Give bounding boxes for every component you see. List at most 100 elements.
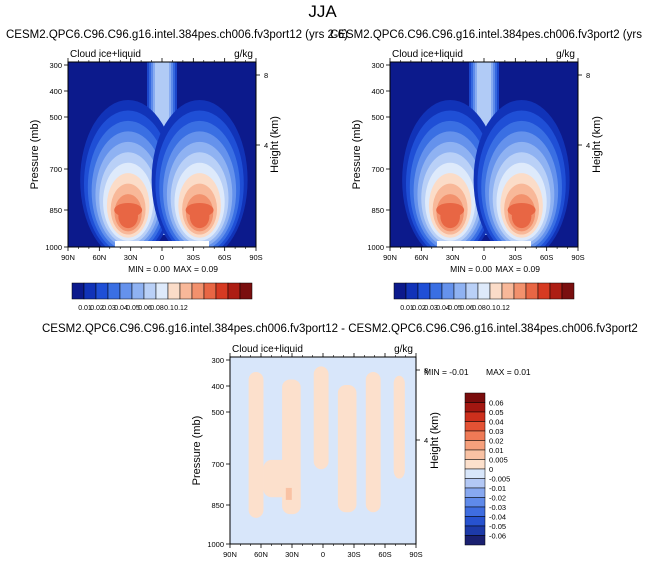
right-x-tick-label: 60N <box>414 253 428 262</box>
diff-colorbar-label: -0.06 <box>489 532 506 541</box>
right-colorbar-label: 0.08 <box>472 305 486 312</box>
diff-panel-title: CESM2.QPC6.C96.C96.g16.intel.384pes.ch00… <box>42 323 638 335</box>
left-x-tick-label: 90N <box>61 253 75 262</box>
diff-colorbar-label: 0.06 <box>489 399 504 408</box>
diff-positive-peak <box>285 487 292 500</box>
diff-x-tick-label: 30S <box>347 550 360 559</box>
right-colorbar-label: 0.04 <box>436 305 450 312</box>
right-colorbar-box <box>477 282 491 300</box>
left-max-label: MAX = 0.09 <box>173 264 218 274</box>
diff-colorbar-box <box>464 459 486 470</box>
right-colorbar-box <box>417 282 431 300</box>
left-colorbar-box <box>71 282 85 300</box>
left-colorbar-box <box>191 282 205 300</box>
left-variable-label: Cloud ice+liquid <box>70 49 141 60</box>
diff-colorbar-label: 0.005 <box>489 456 508 465</box>
right-y-tick-label: 500 <box>371 113 384 122</box>
right-colorbar-label: 0.05 <box>448 305 462 312</box>
diff-x-tick-label: 60N <box>254 550 268 559</box>
right-sh-peak-contour <box>507 203 536 217</box>
left-colorbar-box <box>155 282 169 300</box>
diff-colorbar-label: -0.02 <box>489 494 506 503</box>
right-variable-label: Cloud ice+liquid <box>392 49 463 60</box>
right-colorbar-box <box>549 282 563 300</box>
right-colorbar-label: 0.06 <box>460 305 474 312</box>
diff-positive-anomaly <box>393 375 405 479</box>
left-y2-tick-label: 4 <box>264 141 268 150</box>
diff-colorbar-label: -0.05 <box>489 522 506 531</box>
right-y-tick-label: 700 <box>371 165 384 174</box>
right-x-tick-label: 0 <box>482 253 486 262</box>
left-y-tick-label: 400 <box>49 87 62 96</box>
left-colorbar-label: 0.01 <box>78 305 92 312</box>
right-panel-title: CESM2.QPC6.C96.C96.g16.intel.384pes.ch00… <box>330 29 645 41</box>
right-y-tick-label: 850 <box>371 206 384 215</box>
diff-y-tick-label: 850 <box>211 501 224 510</box>
diff-colorbar-box <box>464 449 486 460</box>
diff-colorbar-label: 0 <box>489 465 493 474</box>
right-colorbar-box <box>465 282 479 300</box>
diff-x-tick-label: 30N <box>285 550 299 559</box>
diff-colorbar-label: 0.01 <box>489 446 504 455</box>
left-x-tick-label: 0 <box>160 253 164 262</box>
right-y-tick-label: 1000 <box>367 243 384 252</box>
diff-y-tick-label: 700 <box>211 460 224 469</box>
left-colorbar-box <box>143 282 157 300</box>
left-colorbar-label: 0.1 <box>164 305 174 312</box>
diff-x-tick-label: 60S <box>378 550 391 559</box>
left-colorbar-box <box>167 282 181 300</box>
right-x-tick-label: 90N <box>383 253 397 262</box>
right-colorbar-label: 0.12 <box>496 305 510 312</box>
diff-units-label: g/kg <box>394 344 413 355</box>
right-colorbar-box <box>405 282 419 300</box>
diff-colorbar-box <box>464 506 486 517</box>
diff-colorbar-box <box>464 392 486 403</box>
diff-colorbar-label: 0.02 <box>489 437 504 446</box>
diff-contour-field <box>230 357 416 544</box>
diff-x-tick-label: 90N <box>223 550 237 559</box>
right-min-label: MIN = 0.00 <box>450 264 492 274</box>
left-y-axis-label: Pressure (mb) <box>29 120 41 190</box>
right-contour-field <box>390 62 578 247</box>
diff-colorbar-label: 0.05 <box>489 408 504 417</box>
right-max-label: MAX = 0.09 <box>495 264 540 274</box>
right-x-tick-label: 30S <box>509 253 522 262</box>
right-colorbar-box <box>393 282 407 300</box>
left-colorbar-box <box>239 282 253 300</box>
left-x-tick-label: 60S <box>218 253 231 262</box>
left-colorbar-box <box>203 282 217 300</box>
left-colorbar-label: 0.02 <box>90 305 104 312</box>
diff-y2-axis-label: Height (km) <box>429 412 441 469</box>
diff-positive-anomaly <box>313 366 329 470</box>
right-y2-tick-label: 8 <box>586 71 590 80</box>
left-y-tick-label: 500 <box>49 113 62 122</box>
left-x-tick-label: 30N <box>124 253 138 262</box>
left-y-tick-label: 1000 <box>45 243 62 252</box>
right-y2-axis-label: Height (km) <box>591 116 603 173</box>
left-nh-peak-contour <box>114 203 143 217</box>
left-colorbar-label: 0.08 <box>150 305 164 312</box>
diff-colorbar-label: -0.01 <box>489 484 506 493</box>
diff-y-axis-label: Pressure (mb) <box>191 416 203 486</box>
right-colorbar-label: 0.03 <box>424 305 438 312</box>
left-y2-axis-label: Height (km) <box>269 116 281 173</box>
diff-max-label: MAX = 0.01 <box>486 367 531 377</box>
diff-x-tick-label: 0 <box>321 550 325 559</box>
diff-y-tick-label: 400 <box>211 382 224 391</box>
right-colorbar-box <box>513 282 527 300</box>
left-x-tick-label: 90S <box>249 253 262 262</box>
diff-colorbar-box <box>464 468 486 479</box>
right-colorbar-box <box>537 282 551 300</box>
right-surface-mask <box>437 241 531 247</box>
right-colorbar-label: 0.02 <box>412 305 426 312</box>
left-colorbar-label: 0.03 <box>102 305 116 312</box>
left-colorbar-label: 0.06 <box>138 305 152 312</box>
diff-y2-tick-label: 4 <box>424 436 428 445</box>
right-colorbar-box <box>501 282 515 300</box>
diff-colorbar-label: -0.03 <box>489 503 506 512</box>
diff-positive-anomaly <box>263 459 292 498</box>
left-colorbar-label: 0.12 <box>174 305 188 312</box>
left-colorbar-label: 0.04 <box>114 305 128 312</box>
left-colorbar-box <box>107 282 121 300</box>
